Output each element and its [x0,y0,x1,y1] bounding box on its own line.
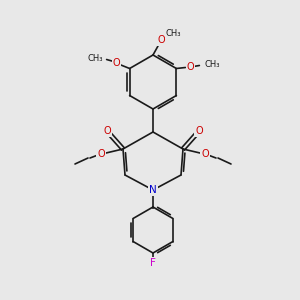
Text: O: O [113,58,120,68]
Text: O: O [201,149,209,159]
Text: CH₃: CH₃ [87,54,103,63]
Text: N: N [149,185,157,195]
Text: O: O [97,149,105,159]
Text: CH₃: CH₃ [165,29,181,38]
Text: F: F [150,258,156,268]
Text: O: O [187,61,194,71]
Text: O: O [195,126,203,136]
Text: O: O [157,35,165,45]
Text: O: O [103,126,111,136]
Text: CH₃: CH₃ [204,60,220,69]
